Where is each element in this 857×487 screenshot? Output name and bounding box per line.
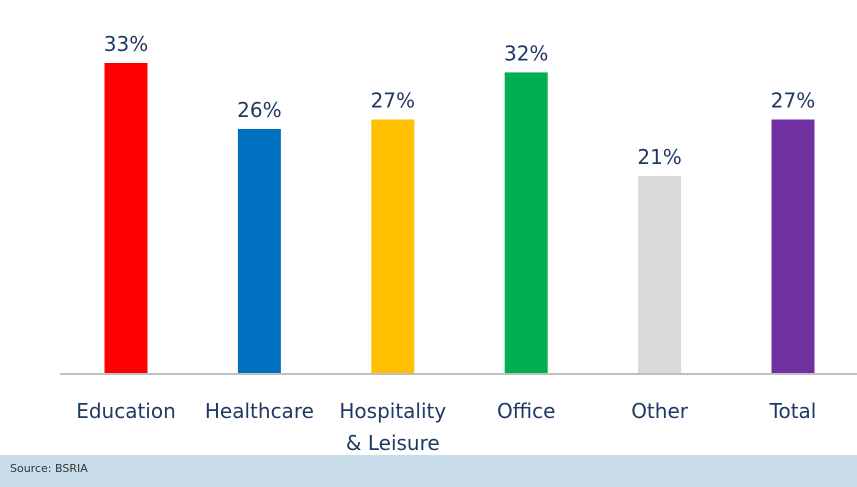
- value-label: 27%: [371, 89, 415, 113]
- category-label: Other: [631, 399, 689, 423]
- category-label: & Leisure: [346, 431, 440, 455]
- category-label: Hospitality: [339, 399, 446, 423]
- value-label: 33%: [104, 32, 148, 56]
- category-label: Healthcare: [205, 399, 314, 423]
- bar-education: [104, 63, 148, 374]
- value-label: 27%: [771, 89, 815, 113]
- bar-chart: 33% Education 26% Healthcare 27% Hospitality &…: [60, 32, 857, 455]
- source-label: Source: BSRIA: [10, 462, 88, 475]
- category-label: Education: [76, 399, 176, 423]
- bar-hospitality-leisure: [371, 119, 415, 374]
- bar-office: [504, 72, 548, 375]
- source-footer: Source: BSRIA: [0, 455, 857, 487]
- value-label: 26%: [237, 98, 281, 122]
- bar-other: [638, 176, 682, 374]
- category-label: Office: [497, 399, 555, 423]
- value-label: 21%: [637, 145, 681, 169]
- bar-total: [771, 119, 815, 374]
- value-label: 32%: [504, 41, 548, 65]
- bar-healthcare: [237, 129, 281, 374]
- bars-group: [104, 63, 815, 375]
- category-label: Total: [769, 399, 817, 423]
- labels-group: 33% Education 26% Healthcare 27% Hospitality &…: [76, 32, 816, 455]
